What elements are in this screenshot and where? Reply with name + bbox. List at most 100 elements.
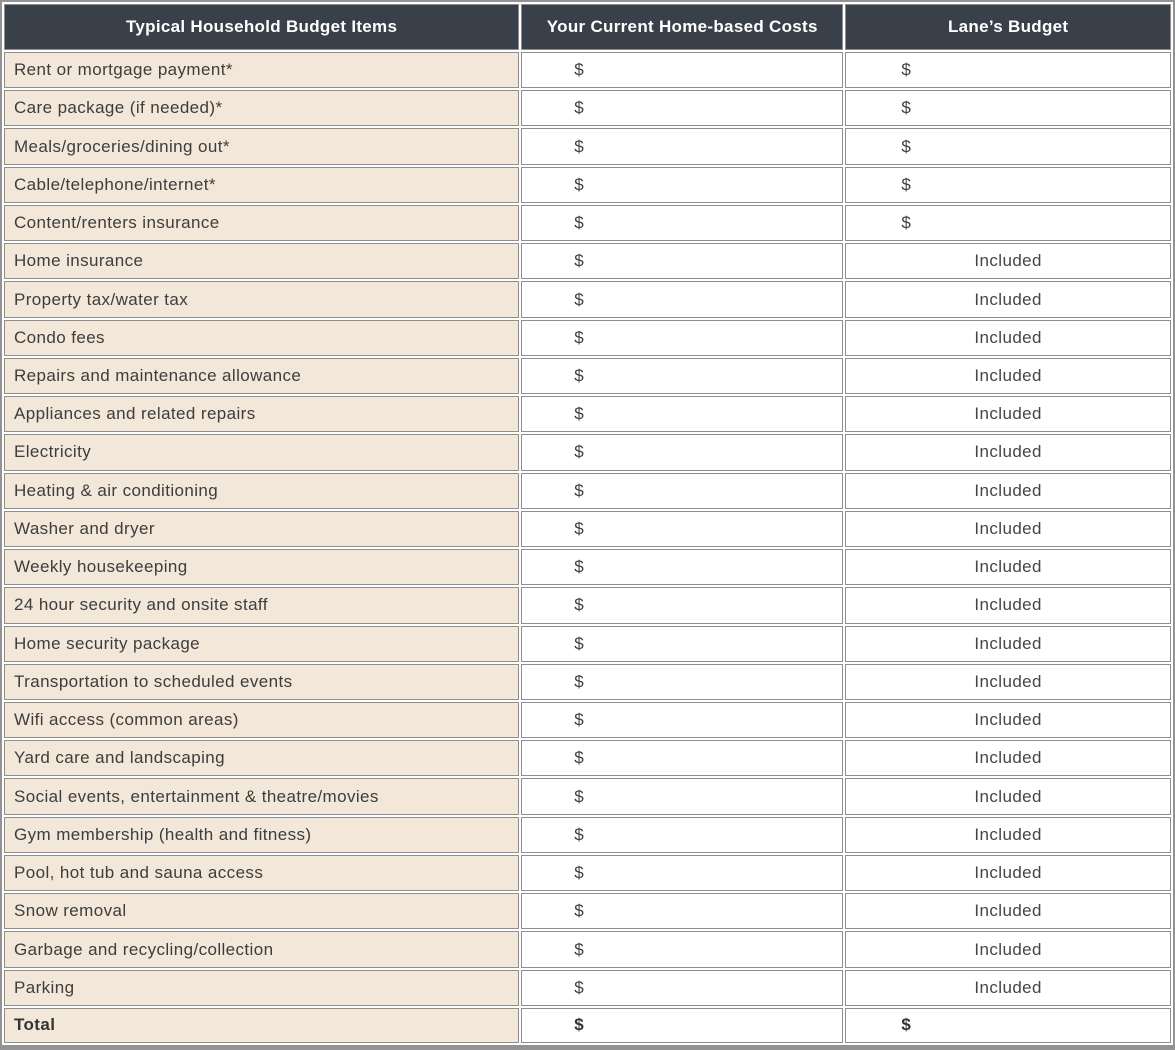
budget-item-label: Condo fees <box>4 319 520 356</box>
current-cost-cell: $ <box>521 969 844 1006</box>
table-row: Appliances and related repairs $ Included <box>4 396 1171 433</box>
lane-included-cell: Included <box>845 319 1171 356</box>
table-row: Weekly housekeeping $ Included <box>4 549 1171 586</box>
current-cost-cell: $ <box>521 701 844 739</box>
table-row: Care package (if needed)* $ $ <box>4 90 1171 127</box>
table-row: Snow removal $ Included <box>4 893 1171 930</box>
lane-included-cell: Included <box>845 243 1171 280</box>
budget-item-label: Appliances and related repairs <box>4 396 520 433</box>
budget-item-label: Cable/telephone/internet* <box>4 166 520 203</box>
table-row: Home security package $ Included <box>4 625 1171 662</box>
budget-item-label: Repairs and maintenance allowance <box>4 357 520 395</box>
column-header-current-costs: Your Current Home-based Costs <box>521 4 844 50</box>
lane-included-cell: Included <box>845 969 1171 1006</box>
table-row: Yard care and landscaping $ Included <box>4 740 1171 777</box>
budget-table-header: Typical Household Budget Items Your Curr… <box>4 4 1171 50</box>
budget-item-label: Transportation to scheduled events <box>4 663 520 700</box>
budget-item-label: Home security package <box>4 625 520 662</box>
table-row: Gym membership (health and fitness) $ Incl… <box>4 816 1171 853</box>
lane-included-cell: Included <box>845 931 1171 968</box>
total-row: Total $ $ <box>4 1007 1171 1043</box>
current-cost-cell: $ <box>521 587 844 624</box>
table-row: Wifi access (common areas) $ Included <box>4 701 1171 739</box>
lane-budget-cell: $ <box>845 90 1171 127</box>
current-cost-cell: $ <box>521 472 844 509</box>
lane-included-cell: Included <box>845 587 1171 624</box>
current-cost-cell: $ <box>521 663 844 700</box>
budget-item-label: Pool, hot tub and sauna access <box>4 854 520 892</box>
total-current-cost-cell: $ <box>521 1007 844 1043</box>
header-row: Typical Household Budget Items Your Curr… <box>4 4 1171 50</box>
lane-included-cell: Included <box>845 778 1171 815</box>
budget-table-footer: Total $ $ <box>4 1007 1171 1043</box>
lane-budget-cell: $ <box>845 52 1171 89</box>
lane-included-cell: Included <box>845 472 1171 509</box>
lane-included-cell: Included <box>845 510 1171 548</box>
current-cost-cell: $ <box>521 319 844 356</box>
lane-included-cell: Included <box>845 740 1171 777</box>
table-row: Property tax/water tax $ Included <box>4 281 1171 318</box>
table-row: Condo fees $ Included <box>4 319 1171 356</box>
lane-included-cell: Included <box>845 701 1171 739</box>
column-header-items: Typical Household Budget Items <box>4 4 520 50</box>
table-row: Garbage and recycling/collection $ Include… <box>4 931 1171 968</box>
current-cost-cell: $ <box>521 740 844 777</box>
current-cost-cell: $ <box>521 357 844 395</box>
lane-budget-cell: $ <box>845 128 1171 165</box>
lane-included-cell: Included <box>845 357 1171 395</box>
lane-included-cell: Included <box>845 396 1171 433</box>
budget-item-label: Gym membership (health and fitness) <box>4 816 520 853</box>
table-row: Rent or mortgage payment* $ $ <box>4 52 1171 89</box>
current-cost-cell: $ <box>521 816 844 853</box>
lane-included-cell: Included <box>845 893 1171 930</box>
total-lane-budget-cell: $ <box>845 1007 1171 1043</box>
lane-included-cell: Included <box>845 434 1171 471</box>
budget-item-label: Care package (if needed)* <box>4 90 520 127</box>
table-row: Parking $ Included <box>4 969 1171 1006</box>
current-cost-cell: $ <box>521 243 844 280</box>
lane-included-cell: Included <box>845 625 1171 662</box>
current-cost-cell: $ <box>521 854 844 892</box>
budget-item-label: Wifi access (common areas) <box>4 701 520 739</box>
budget-item-label: Home insurance <box>4 243 520 280</box>
budget-item-label: Garbage and recycling/collection <box>4 931 520 968</box>
current-cost-cell: $ <box>521 893 844 930</box>
lane-included-cell: Included <box>845 281 1171 318</box>
current-cost-cell: $ <box>521 128 844 165</box>
budget-item-label: Electricity <box>4 434 520 471</box>
table-row: Meals/groceries/dining out* $ $ <box>4 128 1171 165</box>
budget-item-label: Content/renters insurance <box>4 204 520 242</box>
budget-item-label: 24 hour security and onsite staff <box>4 587 520 624</box>
budget-item-label: Meals/groceries/dining out* <box>4 128 520 165</box>
budget-item-label: Property tax/water tax <box>4 281 520 318</box>
lane-budget-cell: $ <box>845 166 1171 203</box>
budget-item-label: Parking <box>4 969 520 1006</box>
budget-table-body: Rent or mortgage payment* $ $ Care package … <box>4 52 1171 1006</box>
budget-item-label: Washer and dryer <box>4 510 520 548</box>
lane-included-cell: Included <box>845 549 1171 586</box>
column-header-lanes-budget: Lane’s Budget <box>845 4 1171 50</box>
current-cost-cell: $ <box>521 931 844 968</box>
table-row: Content/renters insurance $ $ <box>4 204 1171 242</box>
lane-included-cell: Included <box>845 854 1171 892</box>
current-cost-cell: $ <box>521 396 844 433</box>
table-row: 24 hour security and onsite staff $ Includ… <box>4 587 1171 624</box>
lane-included-cell: Included <box>845 663 1171 700</box>
current-cost-cell: $ <box>521 625 844 662</box>
table-row: Transportation to scheduled events $ Inclu… <box>4 663 1171 700</box>
table-row: Repairs and maintenance allowance $ Includ… <box>4 357 1171 395</box>
budget-item-label: Rent or mortgage payment* <box>4 52 520 89</box>
budget-item-label: Yard care and landscaping <box>4 740 520 777</box>
table-row: Cable/telephone/internet* $ $ <box>4 166 1171 203</box>
current-cost-cell: $ <box>521 510 844 548</box>
current-cost-cell: $ <box>521 52 844 89</box>
current-cost-cell: $ <box>521 166 844 203</box>
budget-item-label: Weekly housekeeping <box>4 549 520 586</box>
current-cost-cell: $ <box>521 434 844 471</box>
total-label: Total <box>4 1007 520 1043</box>
table-row: Pool, hot tub and sauna access $ Included <box>4 854 1171 892</box>
lane-budget-cell: $ <box>845 204 1171 242</box>
table-row: Heating & air conditioning $ Included <box>4 472 1171 509</box>
